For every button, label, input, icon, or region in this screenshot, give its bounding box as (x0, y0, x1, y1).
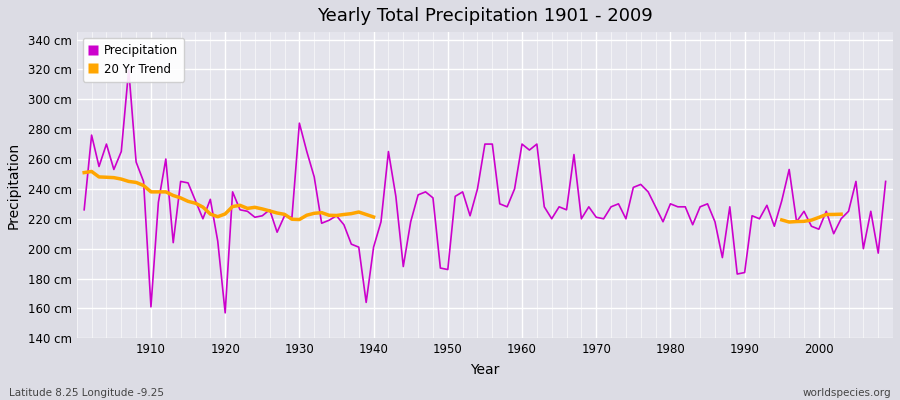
Y-axis label: Precipitation: Precipitation (7, 142, 21, 229)
Title: Yearly Total Precipitation 1901 - 2009: Yearly Total Precipitation 1901 - 2009 (317, 7, 652, 25)
Text: worldspecies.org: worldspecies.org (803, 388, 891, 398)
X-axis label: Year: Year (470, 363, 500, 377)
Text: Latitude 8.25 Longitude -9.25: Latitude 8.25 Longitude -9.25 (9, 388, 164, 398)
Legend: Precipitation, 20 Yr Trend: Precipitation, 20 Yr Trend (83, 38, 184, 82)
